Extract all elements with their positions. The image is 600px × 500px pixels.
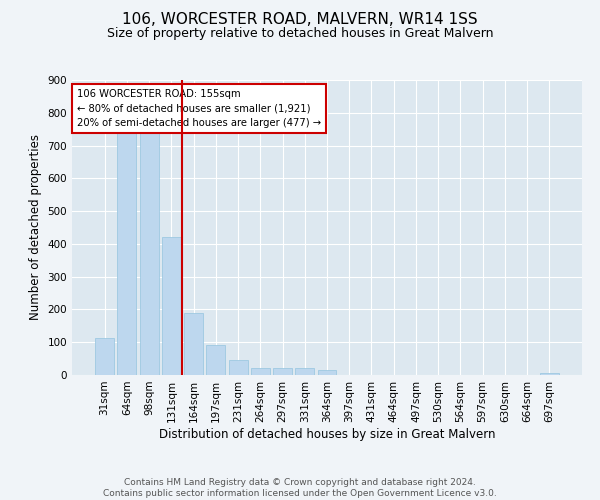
Text: Size of property relative to detached houses in Great Malvern: Size of property relative to detached ho… bbox=[107, 28, 493, 40]
Text: 106 WORCESTER ROAD: 155sqm
← 80% of detached houses are smaller (1,921)
20% of s: 106 WORCESTER ROAD: 155sqm ← 80% of deta… bbox=[77, 89, 321, 128]
Y-axis label: Number of detached properties: Number of detached properties bbox=[29, 134, 42, 320]
X-axis label: Distribution of detached houses by size in Great Malvern: Distribution of detached houses by size … bbox=[159, 428, 495, 440]
Bar bbox=[162, 238, 181, 375]
Bar bbox=[95, 338, 114, 375]
Bar bbox=[317, 370, 337, 375]
Text: Contains HM Land Registry data © Crown copyright and database right 2024.
Contai: Contains HM Land Registry data © Crown c… bbox=[103, 478, 497, 498]
Bar bbox=[118, 130, 136, 375]
Bar bbox=[251, 368, 270, 375]
Bar bbox=[184, 312, 203, 375]
Bar bbox=[206, 344, 225, 375]
Bar bbox=[229, 360, 248, 375]
Bar bbox=[295, 368, 314, 375]
Bar bbox=[273, 368, 292, 375]
Bar bbox=[140, 129, 158, 375]
Bar bbox=[540, 374, 559, 375]
Text: 106, WORCESTER ROAD, MALVERN, WR14 1SS: 106, WORCESTER ROAD, MALVERN, WR14 1SS bbox=[122, 12, 478, 28]
